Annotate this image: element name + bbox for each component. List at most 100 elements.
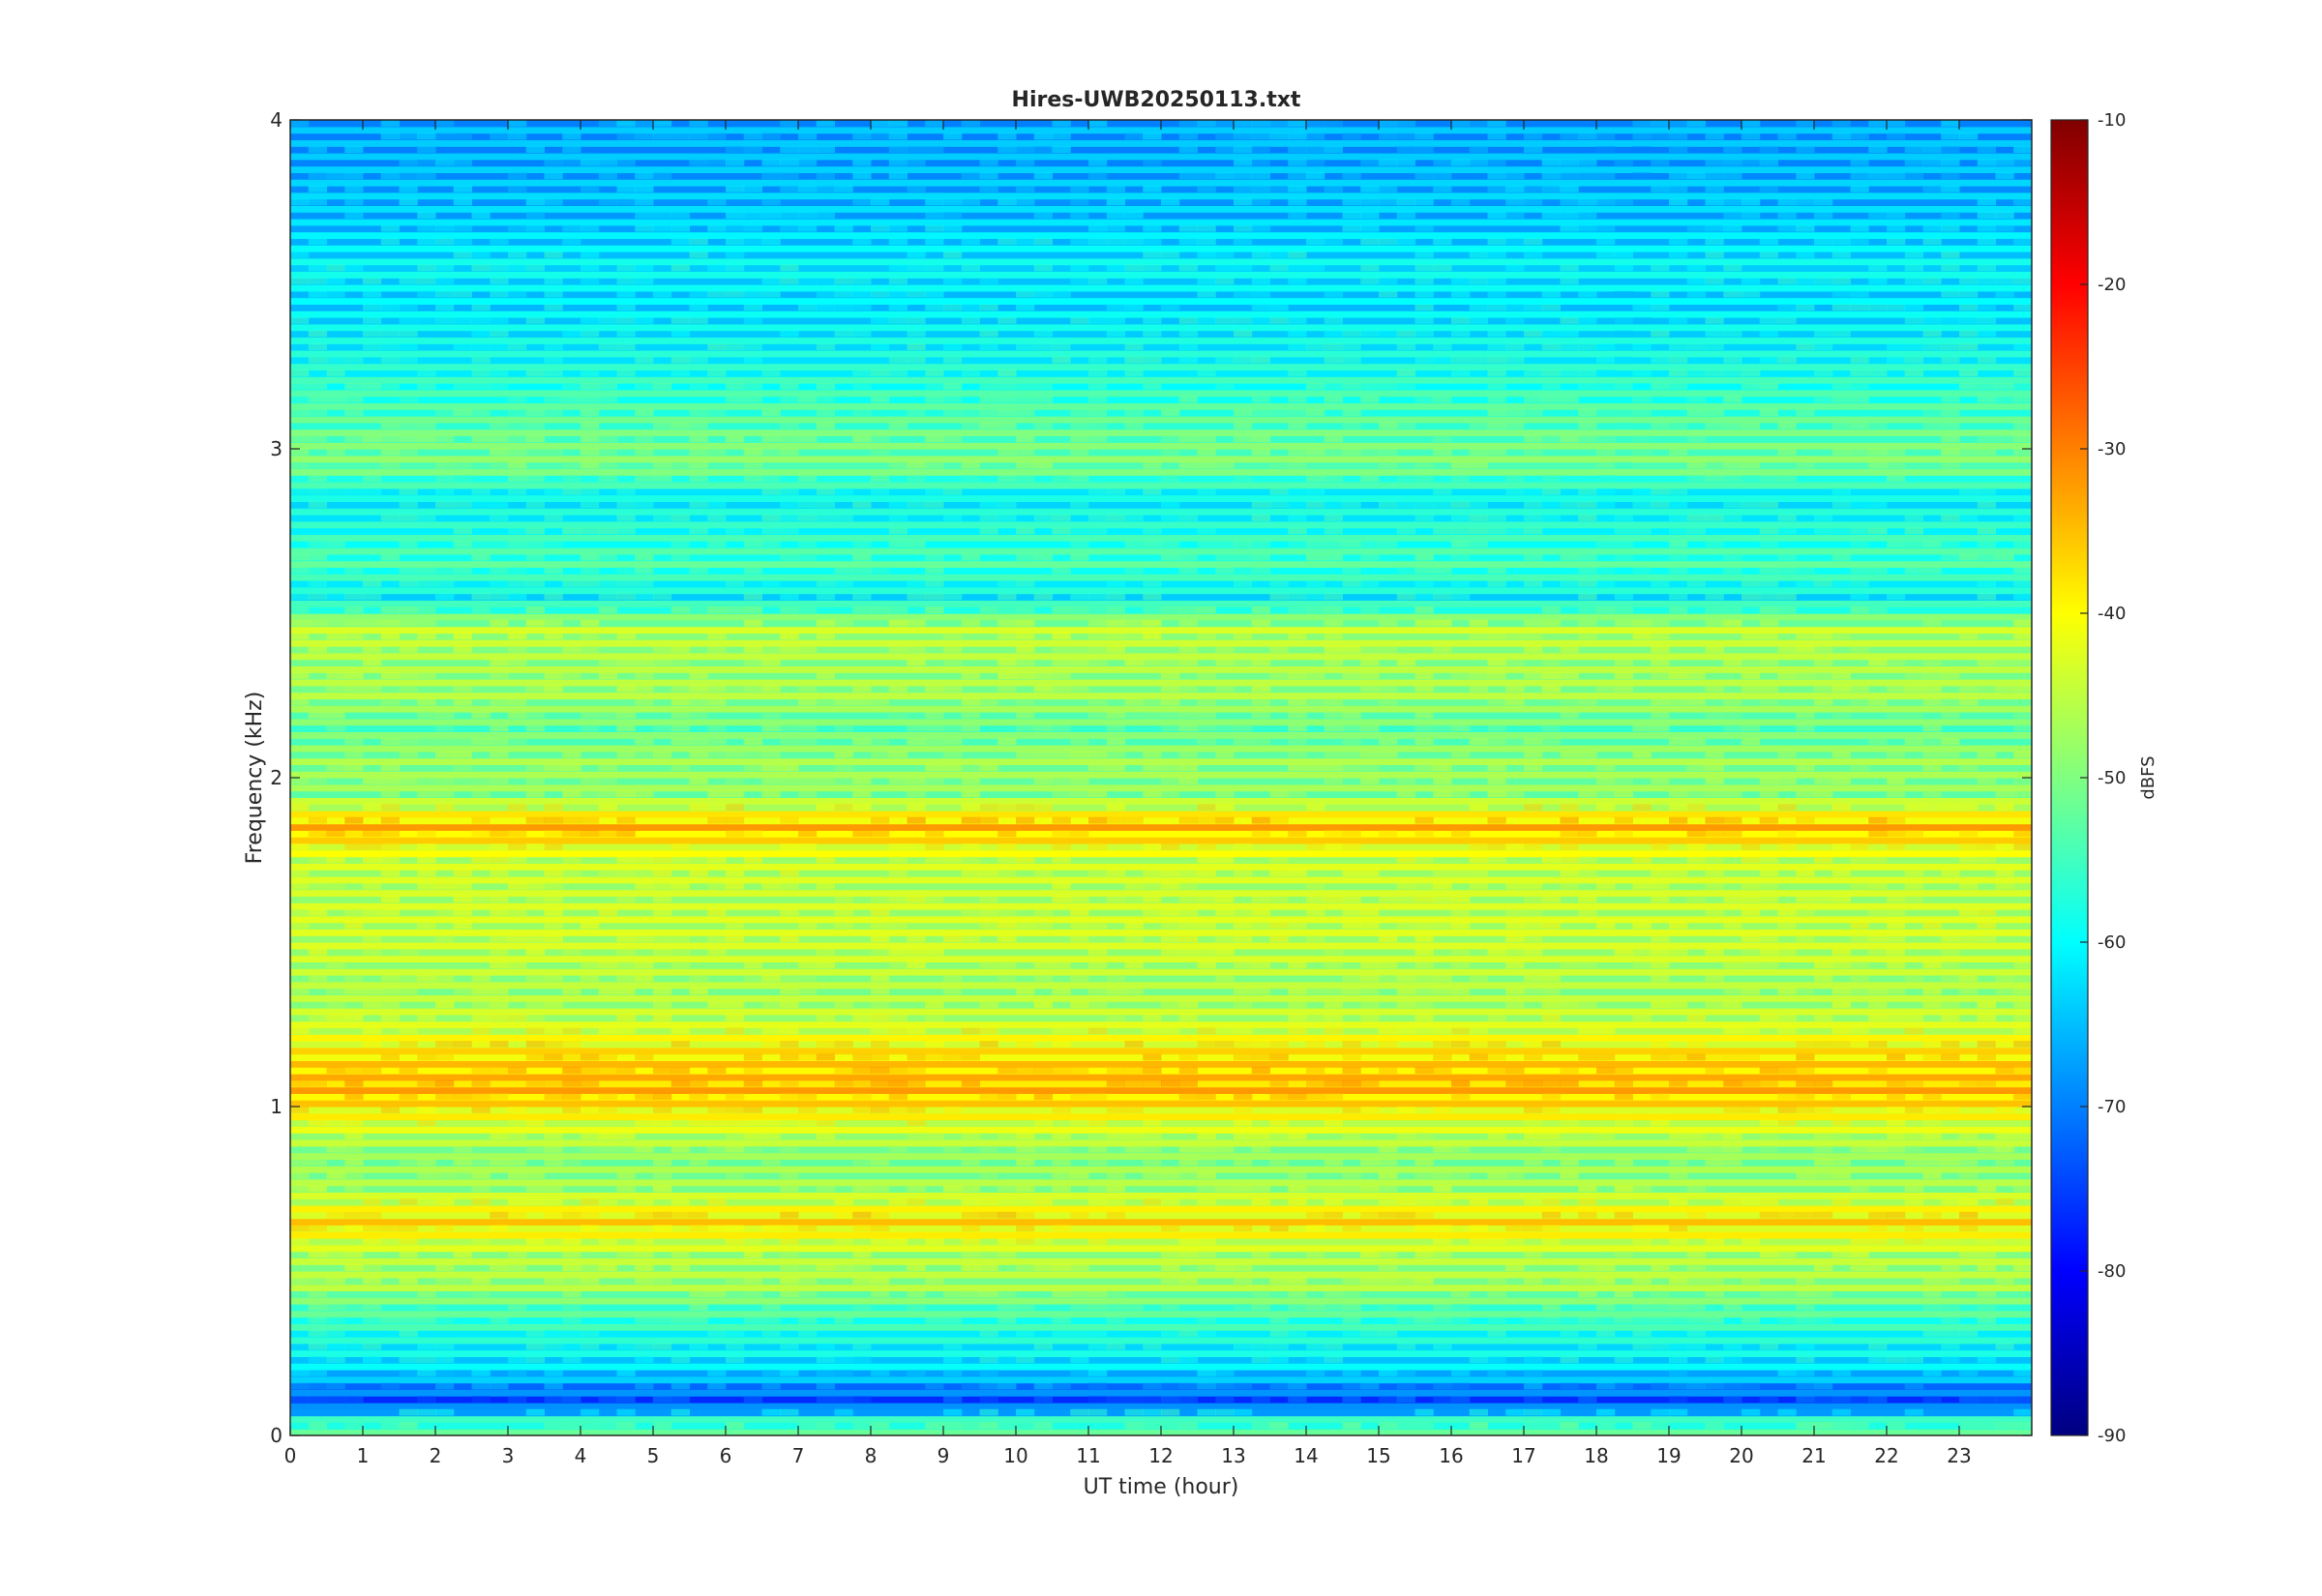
spectrogram-cell xyxy=(816,304,835,311)
spectrogram-cell xyxy=(1487,1133,1506,1139)
spectrogram-cell xyxy=(1433,975,1452,982)
spectrogram-cell xyxy=(1922,961,1942,969)
spectrogram-cell xyxy=(670,1264,690,1271)
spectrogram-cell xyxy=(961,804,980,811)
spectrogram-cell xyxy=(1251,172,1270,180)
spectrogram-cell xyxy=(1324,593,1343,601)
spectrogram-cell xyxy=(2013,159,2032,166)
spectrogram-cell xyxy=(2013,593,2032,601)
spectrogram-cell xyxy=(380,843,400,850)
x-tick-label: 14 xyxy=(1294,1444,1318,1467)
spectrogram-cell xyxy=(562,1343,581,1350)
spectrogram-cell xyxy=(598,343,617,350)
spectrogram-cell xyxy=(508,1067,527,1074)
spectrogram-cell xyxy=(598,1396,617,1403)
spectrogram-cell xyxy=(834,515,853,521)
spectrogram-cell xyxy=(290,804,310,811)
spectrogram-cell xyxy=(1541,304,1561,311)
spectrogram-cell xyxy=(907,724,926,732)
spectrogram-cell xyxy=(1451,501,1471,509)
spectrogram-cell xyxy=(1033,133,1053,140)
spectrogram-cell xyxy=(979,1408,998,1416)
spectrogram-cell xyxy=(1070,738,1089,745)
spectrogram-cell xyxy=(1868,501,1888,509)
spectrogram-cell xyxy=(1759,159,1778,166)
spectrogram-cell xyxy=(670,948,690,956)
spectrogram-cell xyxy=(1578,896,1597,903)
spectrogram-cell xyxy=(780,988,799,995)
spectrogram-cell xyxy=(399,449,418,456)
spectrogram-cell xyxy=(1850,159,1869,166)
spectrogram-cell xyxy=(871,435,890,443)
spectrogram-cell xyxy=(2013,961,2032,969)
spectrogram-cell xyxy=(1269,251,1289,258)
spectrogram-cell xyxy=(635,1356,654,1364)
spectrogram-cell xyxy=(616,488,636,495)
spectrogram-cell xyxy=(1723,501,1742,509)
spectrogram-cell xyxy=(635,698,654,706)
spectrogram-cell xyxy=(1814,633,1833,640)
spectrogram-cell xyxy=(816,1185,835,1193)
spectrogram-cell xyxy=(997,369,1017,377)
spectrogram-cell xyxy=(1524,553,1543,561)
spectrogram-cell xyxy=(852,606,872,613)
spectrogram-cell xyxy=(834,724,853,732)
spectrogram-cell xyxy=(1487,764,1506,772)
spectrogram-cell xyxy=(380,1316,400,1324)
spectrogram-cell xyxy=(2013,751,2032,758)
spectrogram-cell xyxy=(1524,1370,1543,1376)
spectrogram-cell xyxy=(780,553,799,561)
spectrogram-cell xyxy=(888,133,908,140)
spectrogram-cell xyxy=(598,659,617,666)
spectrogram-cell xyxy=(1922,159,1942,166)
spectrogram-cell xyxy=(308,778,327,784)
spectrogram-cell xyxy=(417,1014,436,1021)
spectrogram-cell xyxy=(562,224,581,232)
spectrogram-cell xyxy=(1433,238,1452,246)
spectrogram-cell xyxy=(453,461,472,469)
spectrogram-cell xyxy=(1487,698,1506,706)
spectrogram-cell xyxy=(780,724,799,732)
spectrogram-cell xyxy=(1070,1027,1089,1035)
spectrogram-cell xyxy=(1922,922,1942,930)
spectrogram-cell xyxy=(1106,1198,1125,1205)
spectrogram-cell xyxy=(1306,383,1325,390)
spectrogram-cell xyxy=(399,1316,418,1324)
spectrogram-cell xyxy=(308,172,327,180)
spectrogram-cell xyxy=(1578,909,1597,916)
spectrogram-cell xyxy=(1469,1053,1488,1061)
spectrogram-cell xyxy=(1070,1119,1089,1127)
spectrogram-cell xyxy=(1578,633,1597,640)
spectrogram-cell xyxy=(544,1093,563,1101)
spectrogram-cell xyxy=(562,856,581,864)
spectrogram-cell xyxy=(743,1145,762,1153)
spectrogram-cell xyxy=(1251,553,1270,561)
spectrogram-row xyxy=(290,1047,2032,1055)
spectrogram-cell xyxy=(380,909,400,916)
spectrogram-cell xyxy=(1033,330,1053,338)
spectrogram-cell xyxy=(2013,659,2032,666)
spectrogram-cell xyxy=(435,1093,455,1101)
spectrogram-cell xyxy=(888,922,908,930)
spectrogram-cell xyxy=(1578,409,1597,416)
spectrogram-cell xyxy=(1161,672,1180,679)
spectrogram-cell xyxy=(997,449,1017,456)
spectrogram-cell xyxy=(1632,633,1652,640)
spectrogram-cell xyxy=(1723,475,1742,482)
spectrogram-cell xyxy=(689,1119,708,1127)
spectrogram-cell xyxy=(326,672,345,679)
spectrogram-cell xyxy=(1342,975,1361,982)
spectrogram-cell xyxy=(1796,1211,1815,1219)
spectrogram-cell xyxy=(1106,975,1125,982)
spectrogram-cell xyxy=(1977,527,1996,535)
spectrogram-cell xyxy=(1922,224,1942,232)
spectrogram-cell xyxy=(326,712,345,719)
spectrogram-cell xyxy=(979,1330,998,1337)
spectrogram-cell xyxy=(1814,672,1833,679)
spectrogram-cell xyxy=(1414,501,1434,509)
spectrogram-cell xyxy=(888,1107,908,1113)
spectrogram-cell xyxy=(726,804,745,811)
spectrogram-cell xyxy=(1324,619,1343,627)
spectrogram-cell xyxy=(707,606,727,613)
spectrogram-cell xyxy=(1269,816,1289,824)
